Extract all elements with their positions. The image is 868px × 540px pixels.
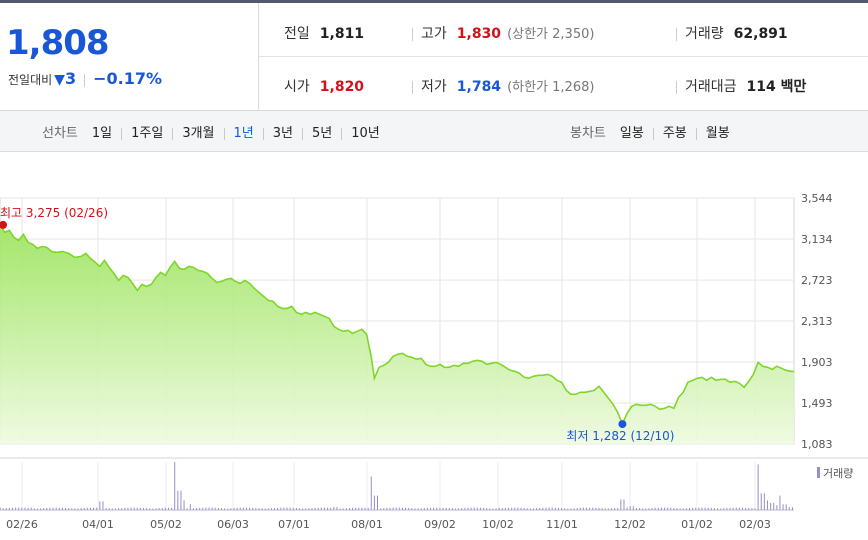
y-tick-label: 2,723: [801, 274, 833, 287]
trade-value-stat: 거래대금 114 백만: [676, 76, 806, 96]
divider: [412, 80, 413, 94]
period-1y[interactable]: 1년: [233, 126, 254, 141]
high-label: 고가: [421, 26, 447, 42]
divider: [341, 127, 343, 140]
x-tick-label: 05/02: [150, 518, 182, 531]
divider: [676, 27, 677, 41]
divider: [121, 127, 123, 140]
y-tick-label: 3,544: [801, 192, 833, 205]
candle-chart-label: 봉차트: [570, 126, 606, 141]
x-tick-label: 09/02: [424, 518, 456, 531]
divider: [695, 127, 697, 140]
open-value: 1,820: [319, 79, 365, 95]
high-stat: 고가 1,830 (상한가 2,350): [412, 23, 594, 43]
lower-limit: (하한가 1,268): [507, 80, 595, 95]
trade-value-label: 거래대금: [685, 79, 737, 95]
period-10y[interactable]: 10년: [351, 126, 380, 141]
low-stat: 저가 1,784 (하한가 1,268): [412, 76, 594, 96]
volume-label: 거래량: [685, 26, 724, 42]
x-tick-label: 02/03: [739, 518, 771, 531]
candle-monthly[interactable]: 월봉: [705, 126, 730, 141]
line-chart-periods: 선차트 1일 1주일 3개월 1년 3년 5년 10년: [42, 122, 380, 141]
current-price-box: 1,808 전일대비 ▼3 −0.17%: [0, 3, 259, 110]
change-percent: −0.17%: [93, 69, 163, 88]
candle-chart-types: 봉차트 일봉 주봉 월봉: [570, 122, 730, 141]
row-divider: [259, 56, 868, 57]
x-tick-label: 02/26: [6, 518, 38, 531]
change-row: 전일대비 ▼3 −0.17%: [8, 69, 162, 88]
period-3m[interactable]: 3개월: [182, 126, 215, 141]
open-label: 시가: [284, 79, 310, 95]
down-arrow-icon: ▼: [54, 72, 65, 88]
divider: [302, 127, 303, 140]
x-tick-label: 04/01: [82, 518, 114, 531]
divider: [262, 127, 264, 140]
x-tick-label: 08/01: [351, 518, 383, 531]
top-border: [0, 0, 868, 3]
price-summary: 1,808 전일대비 ▼3 −0.17% 전일 1,811 고가 1,830 (상한가 2…: [0, 3, 868, 111]
x-tick-label: 10/02: [482, 518, 514, 531]
period-1d[interactable]: 1일: [91, 126, 113, 141]
y-tick-label: 3,134: [801, 233, 833, 246]
divider: [84, 74, 86, 87]
volume-legend-swatch: [817, 467, 820, 478]
x-tick-label: 11/01: [546, 518, 578, 531]
low-marker: [618, 420, 627, 429]
low-annotation: 최저 1,282 (12/10): [566, 429, 674, 443]
x-tick-label: 01/02: [681, 518, 713, 531]
y-tick-label: 1,903: [801, 356, 833, 369]
divider: [412, 27, 413, 41]
upper-limit: (상한가 2,350): [507, 27, 595, 42]
divider: [172, 127, 174, 140]
prev-close-label: 전일: [284, 26, 310, 42]
current-price: 1,808: [6, 23, 110, 63]
divider: [652, 127, 654, 140]
low-label: 저가: [421, 79, 447, 95]
line-chart-label: 선차트: [42, 126, 78, 141]
x-tick-label: 06/03: [217, 518, 249, 531]
prev-close-stat: 전일 1,811: [284, 23, 364, 43]
prev-close-value: 1,811: [319, 26, 365, 42]
chart-toolbar: 선차트 1일 1주일 3개월 1년 3년 5년 10년 봉차트 일봉 주봉 월봉: [0, 111, 868, 152]
y-tick-label: 1,083: [801, 438, 833, 451]
high-marker: [0, 220, 7, 229]
trade-value: 114 백만: [746, 79, 807, 95]
candle-daily[interactable]: 일봉: [619, 126, 644, 141]
low-value: 1,784: [456, 79, 502, 95]
volume-legend-label: 거래량: [823, 467, 853, 480]
price-area: [0, 224, 794, 444]
change-amount: 3: [64, 69, 77, 88]
high-value: 1,830: [456, 26, 502, 42]
change-label: 전일대비: [8, 73, 53, 87]
open-stat: 시가 1,820: [284, 76, 364, 96]
y-tick-label: 1,493: [801, 397, 833, 410]
y-tick-label: 2,313: [801, 315, 833, 328]
period-5y[interactable]: 5년: [312, 126, 333, 141]
volume-value: 62,891: [733, 26, 788, 42]
price-line: [0, 224, 795, 427]
volume-stat: 거래량 62,891: [676, 23, 788, 43]
candle-weekly[interactable]: 주봉: [662, 126, 687, 141]
high-annotation: 최고 3,275 (02/26): [0, 206, 108, 220]
x-tick-label: 07/01: [278, 518, 310, 531]
period-3y[interactable]: 3년: [272, 126, 293, 141]
period-1w[interactable]: 1주일: [131, 126, 164, 141]
divider: [223, 127, 225, 140]
x-tick-label: 12/02: [614, 518, 646, 531]
divider: [676, 80, 677, 94]
